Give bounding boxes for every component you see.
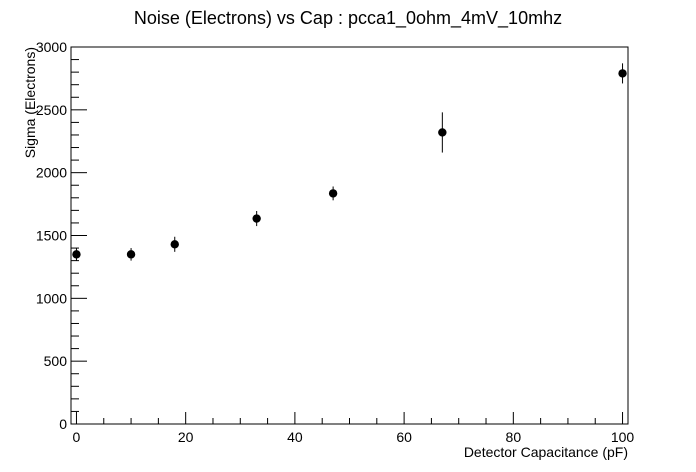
x-tick-label: 100: [611, 429, 635, 445]
y-tick-label: 2000: [36, 165, 67, 181]
chart-title: Noise (Electrons) vs Cap : pcca1_0ohm_4m…: [134, 8, 562, 29]
y-tick-label: 3000: [36, 39, 67, 55]
x-tick-label: 0: [73, 429, 81, 445]
x-axis-label: Detector Capacitance (pF): [464, 444, 628, 460]
data-point: [72, 250, 81, 259]
x-tick-label: 20: [178, 429, 194, 445]
x-axis: 0 20 40 60 80 100: [73, 412, 635, 445]
y-tick-label: 500: [44, 353, 68, 369]
data-point: [328, 189, 338, 198]
y-tick-label: 0: [59, 416, 67, 432]
data-point: [618, 69, 627, 78]
data-point: [438, 128, 447, 137]
y-tick-label: 2500: [36, 102, 67, 118]
x-tick-label: 40: [287, 429, 303, 445]
x-tick-label: 80: [506, 429, 522, 445]
y-tick-label: 1000: [36, 290, 67, 306]
y-axis: 0 500 1000 1500 2000 2500 3000: [36, 39, 87, 432]
data-point: [252, 214, 261, 223]
y-tick-label: 1500: [36, 228, 67, 244]
data-point: [126, 250, 136, 259]
data-point: [170, 240, 179, 249]
y-axis-label: Sigma (Electrons): [22, 47, 38, 158]
data-points: [72, 63, 627, 261]
plot-frame: [70, 46, 629, 425]
x-tick-label: 60: [396, 429, 412, 445]
